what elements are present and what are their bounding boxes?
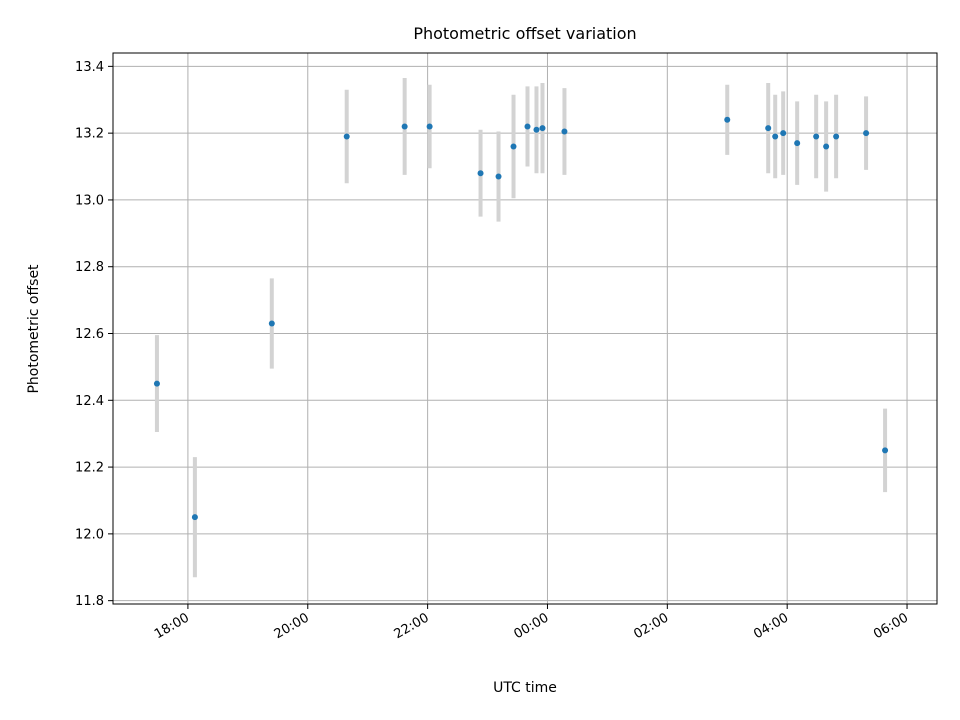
y-axis-ticks: 11.8 12.0 12.2 12.4 12.6 12.8 13.0 13.2 13.4: [75, 60, 113, 609]
x-tick-label: 22:00: [392, 610, 432, 642]
x-tick-label: 00:00: [512, 610, 552, 642]
data-point: [813, 133, 820, 140]
data-points: [153, 116, 889, 521]
y-tick-label: 12.0: [75, 527, 104, 542]
y-tick-label: 13.0: [75, 193, 104, 208]
plot-frame: [112, 52, 938, 605]
data-point: [863, 130, 870, 137]
y-axis-label: Photometric offset: [26, 264, 42, 394]
data-point: [772, 133, 779, 140]
data-point: [533, 126, 540, 133]
x-tick-label: 04:00: [751, 610, 791, 642]
data-point: [477, 170, 484, 177]
y-tick-label: 13.4: [75, 60, 104, 75]
data-point: [765, 125, 772, 132]
y-tick-label: 12.8: [75, 260, 104, 275]
data-point: [191, 514, 198, 521]
data-point: [426, 123, 433, 130]
y-tick-label: 12.6: [75, 327, 104, 342]
y-tick-label: 12.4: [75, 394, 104, 409]
data-point: [401, 123, 408, 130]
y-tick-label: 12.2: [75, 461, 104, 476]
grid: [113, 53, 937, 604]
data-point: [780, 130, 787, 137]
error-bars: [154, 78, 888, 578]
y-tick-label: 13.2: [75, 127, 104, 142]
data-point: [524, 123, 531, 130]
x-axis-label: UTC time: [493, 680, 557, 696]
data-point: [539, 125, 546, 132]
data-point: [823, 143, 830, 150]
x-tick-label: 02:00: [631, 610, 671, 642]
x-axis-ticks: 18:00 20:00 22:00 00:00 02:00 04:00 06:00: [152, 604, 911, 642]
x-tick-label: 18:00: [152, 610, 192, 642]
data-point: [561, 128, 568, 135]
x-tick-label: 06:00: [871, 610, 911, 642]
data-point: [794, 140, 801, 147]
data-point: [495, 173, 502, 180]
data-point: [882, 447, 889, 454]
data-point: [724, 116, 731, 123]
data-point: [343, 133, 350, 140]
data-point: [833, 133, 840, 140]
x-tick-label: 20:00: [272, 610, 312, 642]
chart-title: Photometric offset variation: [413, 24, 636, 43]
data-point: [268, 320, 275, 327]
data-point: [510, 143, 517, 150]
y-tick-label: 11.8: [75, 594, 104, 609]
data-point: [153, 380, 160, 387]
